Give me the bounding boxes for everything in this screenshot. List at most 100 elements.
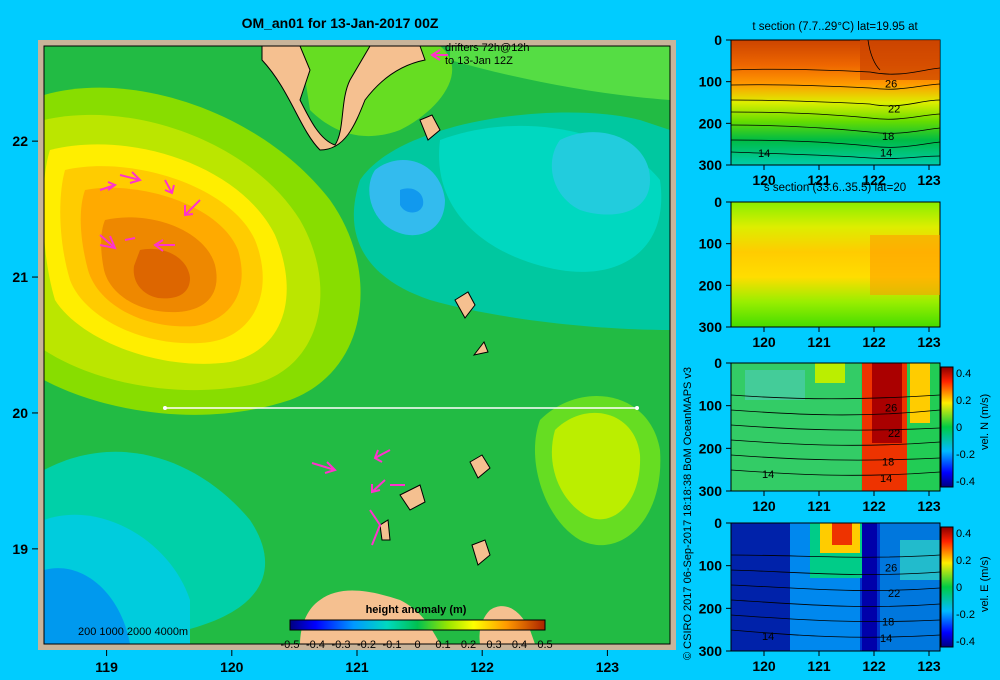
credit-text: © CSIRO 2017 06-Sep-2017 18:18:38 BoM Oc…: [682, 367, 694, 660]
map-y-tick-label: 21: [12, 269, 28, 285]
height-colorbar: height anomaly (m) -0.5 -0.4 -0.3 -0.2 -0.1 0…: [281, 604, 553, 651]
colorbar-tick-label: 0.4: [512, 639, 527, 651]
panel-depth-tick-label: 300: [699, 157, 723, 173]
panel-lon-tick-label: 120: [752, 658, 776, 674]
panel-depth-tick-label: 0: [714, 515, 722, 531]
contour-label: 26: [885, 563, 897, 575]
contour-label: 18: [882, 456, 894, 468]
colorbar-tick-label: 0.2: [461, 639, 476, 651]
colorbar-tick-label: -0.1: [383, 639, 402, 651]
main-map: drifters 72h@12h to 13-Jan 12Z 200 1000 …: [38, 40, 676, 651]
contour-label: 14: [880, 473, 892, 485]
panel-lon-tick-label: 121: [807, 658, 831, 674]
map-x-ticks: 119 120 121 122 123: [95, 650, 619, 675]
panel-depth-tick-label: 100: [699, 236, 723, 252]
map-x-tick-label: 122: [471, 659, 495, 675]
panel-lon-tick-label: 123: [917, 334, 941, 350]
colorbar-tick-label: 0.1: [435, 639, 450, 651]
vel-colorbar-tick-label: 0: [956, 582, 962, 594]
map-x-tick-label: 121: [345, 659, 369, 675]
colorbar-tick-label: 0.3: [486, 639, 501, 651]
map-y-tick-label: 19: [12, 541, 28, 557]
contour-label: 14: [880, 147, 892, 159]
panel-depth-tick-label: 200: [699, 440, 723, 456]
height-anomaly-field: [44, 46, 670, 644]
colorbar-tick-label: 0.5: [537, 639, 552, 651]
panel-depth-tick-label: 100: [699, 398, 723, 414]
contour-label: 18: [882, 616, 894, 628]
panel-lon-tick-label: 120: [752, 334, 776, 350]
panel-lon-tick-label: 123: [917, 172, 941, 188]
map-title: OM_an01 for 13-Jan-2017 00Z: [242, 15, 439, 31]
vel-colorbar-tick-label: 0: [956, 422, 962, 434]
map-y-ticks: 22 21 20 19: [12, 133, 38, 557]
panel-depth-tick-label: 300: [699, 483, 723, 499]
vel-colorbar-tick-label: 0.2: [956, 395, 971, 407]
drifters-label-1: drifters 72h@12h: [445, 42, 530, 54]
vel-e-label: vel. E (m/s): [979, 556, 991, 612]
panel-lon-tick-label: 121: [807, 498, 831, 514]
contour-label: 22: [888, 588, 900, 600]
panel-lon-tick-label: 122: [862, 658, 886, 674]
panel-depth-tick-label: 0: [714, 32, 722, 48]
vel-e-colorbar: [940, 526, 954, 648]
panel-ticks: 0 100 200 300 120 121 122 123 26 22 18 14 0 100 200 300…: [699, 32, 975, 674]
panel-lon-tick-label: 122: [862, 498, 886, 514]
vel-colorbar-tick-label: -0.2: [956, 449, 975, 461]
panel-depth-tick-label: 200: [699, 600, 723, 616]
drifters-label-2: to 13-Jan 12Z: [445, 55, 513, 67]
vel-colorbar-tick-label: -0.4: [956, 476, 975, 488]
drifter-tracks: [99, 49, 448, 546]
map-y-tick-label: 22: [12, 133, 28, 149]
panel-depth-tick-label: 0: [714, 355, 722, 371]
colorbar-tick-label: -0.3: [332, 639, 351, 651]
vel-colorbar-tick-label: 0.4: [956, 528, 971, 540]
contour-label: 18: [882, 131, 894, 143]
contour-label: 14: [762, 469, 774, 481]
colorbar-ticks: -0.5 -0.4 -0.3 -0.2 -0.1 0 0.1 0.2 0.3 0.4 0.5: [281, 639, 553, 651]
colorbar-tick-label: -0.5: [281, 639, 300, 651]
panel-depth-tick-label: 200: [699, 277, 723, 293]
panel-lon-tick-label: 120: [752, 498, 776, 514]
map-x-tick-label: 123: [596, 659, 620, 675]
contour-label: 14: [880, 633, 892, 645]
map-x-tick-label: 119: [95, 659, 118, 675]
panel-lon-tick-label: 121: [807, 334, 831, 350]
panel-1-title: t section (7.7..29°C) lat=19.95 at: [752, 21, 918, 33]
contour-label: 14: [758, 148, 770, 160]
vel-colorbar-tick-label: -0.2: [956, 609, 975, 621]
panel-lon-tick-label: 121: [807, 172, 831, 188]
contour-label: 22: [888, 104, 900, 116]
colorbar-tick-label: 0: [414, 639, 420, 651]
panel-depth-tick-label: 200: [699, 115, 723, 131]
vel-n-colorbar: [940, 366, 954, 488]
vel-colorbar-tick-label: -0.4: [956, 636, 975, 648]
contour-label: 14: [762, 631, 774, 643]
map-y-tick-label: 20: [12, 405, 28, 421]
panel-lon-tick-label: 120: [752, 172, 776, 188]
panel-lon-tick-label: 122: [862, 334, 886, 350]
colorbar-title: height anomaly (m): [366, 604, 467, 616]
panel-depth-tick-label: 0: [714, 194, 722, 210]
depth-legend: 200 1000 2000 4000m: [78, 626, 188, 638]
panel-lon-tick-label: 123: [917, 658, 941, 674]
vel-colorbar-tick-label: 0.4: [956, 368, 971, 380]
panel-velocity-east: vel. E (m/s): [730, 522, 991, 652]
contour-label: 22: [888, 428, 900, 440]
panel-depth-tick-label: 100: [699, 74, 723, 90]
contour-label: 26: [885, 403, 897, 415]
vel-colorbar-tick-label: 0.2: [956, 555, 971, 567]
panel-temperature: t section (7.7..29°C) lat=19.95 at: [730, 21, 941, 166]
panel-2-title: s section (33.6..35.5) lat=20: [764, 182, 906, 194]
map-x-tick-label: 120: [220, 659, 244, 675]
panel-depth-tick-label: 100: [699, 558, 723, 574]
colorbar-tick-label: -0.4: [306, 639, 325, 651]
contour-label: 26: [885, 79, 897, 91]
colorbar-tick-label: -0.2: [357, 639, 376, 651]
panel-depth-tick-label: 300: [699, 319, 723, 335]
panel-lon-tick-label: 122: [862, 172, 886, 188]
panel-salinity: s section (33.6..35.5) lat=20: [730, 182, 941, 328]
panel-velocity-north: vel. N (m/s): [730, 362, 991, 492]
vel-n-label: vel. N (m/s): [979, 394, 991, 450]
